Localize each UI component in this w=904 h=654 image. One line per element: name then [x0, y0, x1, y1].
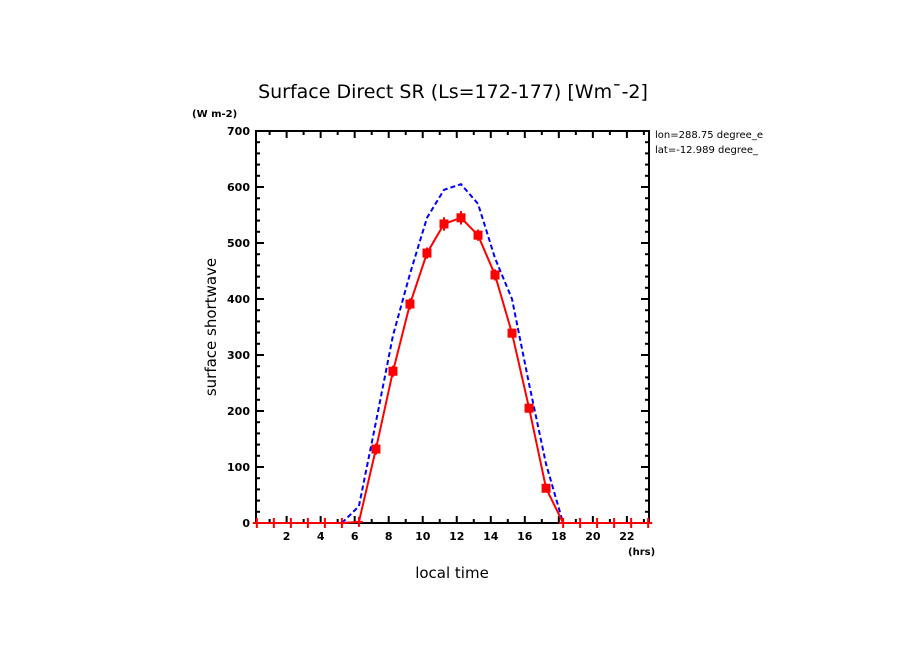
y-tick-label: 700 — [227, 125, 250, 138]
x-tick-label: 20 — [585, 530, 601, 543]
y-tick-label: 500 — [227, 237, 250, 250]
annotation-lon: lon=288.75 degree_e — [655, 130, 763, 141]
data-point-observed — [405, 299, 415, 309]
data-point-observed — [473, 230, 483, 240]
data-point-observed — [524, 403, 534, 413]
y-tick-label: 400 — [227, 293, 250, 306]
x-tick-label: 22 — [619, 530, 634, 543]
x-tick-label: 18 — [551, 530, 566, 543]
y-tick-label: 600 — [227, 181, 250, 194]
series-line-observed — [256, 216, 649, 524]
data-point-observed — [456, 213, 466, 223]
data-point-observed — [371, 444, 381, 454]
x-tick-label: 14 — [483, 530, 499, 543]
x-tick-label: 4 — [317, 530, 325, 543]
y-axis-label: surface shortwave — [202, 258, 220, 396]
x-axis-label: local time — [415, 564, 489, 582]
x-units-label: (hrs) — [628, 547, 655, 558]
data-point-observed — [388, 366, 398, 376]
chart-title: Surface Direct SR (Ls=172-177) [Wm¯-2] — [258, 81, 648, 103]
plot-frame — [255, 130, 650, 524]
data-point-observed — [490, 270, 500, 280]
y-tick-label: 200 — [227, 405, 250, 418]
x-tick-label: 2 — [283, 530, 291, 543]
annotation-lat: lat=-12.989 degree_ — [655, 145, 759, 156]
x-tick-label: 10 — [415, 530, 431, 543]
y-units-label: (W m-2) — [192, 109, 237, 120]
series-line-model — [341, 183, 565, 524]
data-point-observed — [422, 248, 432, 258]
x-tick-label: 8 — [385, 530, 393, 543]
y-tick-label: 0 — [242, 517, 250, 530]
data-point-observed — [507, 328, 517, 338]
series-layer — [252, 183, 653, 528]
y-tick-label: 300 — [227, 349, 250, 362]
x-tick-label: 16 — [517, 530, 533, 543]
data-point-observed — [541, 483, 551, 493]
axes: 2 4 6 8 10 12 14 16 18 20 22 0 100 200 300 400 500 600 700 — [227, 125, 649, 543]
y-tick-label: 100 — [227, 461, 250, 474]
x-tick-label: 6 — [351, 530, 359, 543]
data-point-observed — [439, 219, 449, 229]
x-tick-label: 12 — [449, 530, 464, 543]
